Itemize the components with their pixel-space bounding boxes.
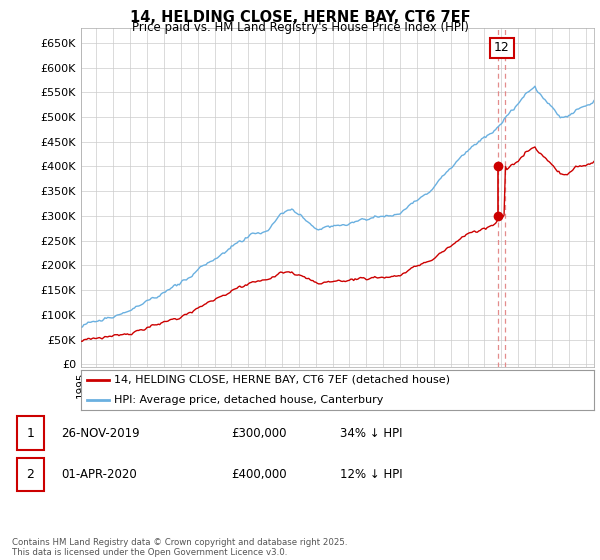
Text: 12% ↓ HPI: 12% ↓ HPI	[340, 468, 403, 481]
Text: 2: 2	[26, 468, 34, 481]
Text: Contains HM Land Registry data © Crown copyright and database right 2025.
This d: Contains HM Land Registry data © Crown c…	[12, 538, 347, 557]
Text: 1: 1	[26, 427, 34, 440]
Text: 14, HELDING CLOSE, HERNE BAY, CT6 7EF (detached house): 14, HELDING CLOSE, HERNE BAY, CT6 7EF (d…	[115, 375, 451, 385]
Text: £400,000: £400,000	[231, 468, 287, 481]
Text: HPI: Average price, detached house, Canterbury: HPI: Average price, detached house, Cant…	[115, 395, 384, 405]
Text: 34% ↓ HPI: 34% ↓ HPI	[340, 427, 403, 440]
Bar	[17, 416, 44, 450]
Text: £300,000: £300,000	[231, 427, 286, 440]
Bar	[17, 458, 44, 492]
Text: 26-NOV-2019: 26-NOV-2019	[61, 427, 140, 440]
Text: 14, HELDING CLOSE, HERNE BAY, CT6 7EF: 14, HELDING CLOSE, HERNE BAY, CT6 7EF	[130, 10, 470, 25]
Text: 01-APR-2020: 01-APR-2020	[61, 468, 137, 481]
Text: Price paid vs. HM Land Registry's House Price Index (HPI): Price paid vs. HM Land Registry's House …	[131, 21, 469, 34]
Text: 12: 12	[494, 41, 510, 54]
